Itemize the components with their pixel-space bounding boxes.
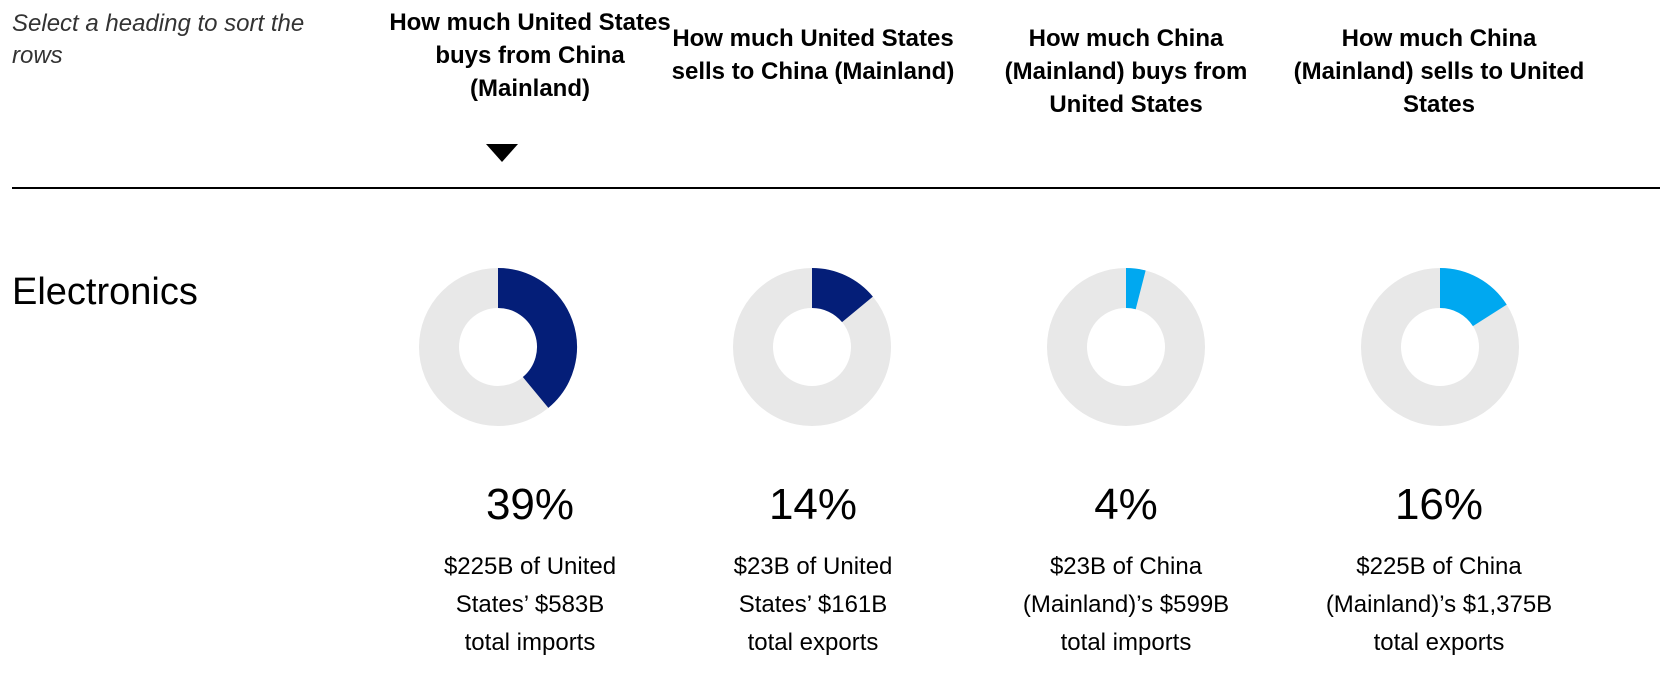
row-label-electronics: Electronics [12,271,198,313]
column-heading-us-sells-to-china[interactable]: How much United States sells to China (M… [671,25,955,85]
description-line: (Mainland)’s $1,375B [1325,591,1553,618]
description-us-sells: $23B of United States’ $161B total expor… [663,548,963,662]
sort-hint: Select a heading to sort the rows [12,10,305,69]
description-line: States’ $161B [738,591,888,618]
description-us-buys: $225B of United States’ $583B total impo… [380,548,680,662]
description-line: $23B of China [1049,553,1203,580]
percent-label-us-buys: 39% [485,480,575,529]
description-line: total imports [464,629,596,656]
description-line: total imports [1060,629,1192,656]
description-line: total exports [747,629,879,656]
description-line: total exports [1373,629,1505,656]
description-line: $23B of United [733,553,893,580]
donut-slice-us-buys [497,268,577,408]
header-divider [12,187,1660,189]
description-china-sells: $225B of China (Mainland)’s $1,375B tota… [1289,548,1589,662]
donut-slice-us-sells [811,268,873,323]
percent-label-us-sells: 14% [768,480,858,529]
column-heading-china-sells-to-us[interactable]: How much China (Mainland) sells to Unite… [1293,25,1585,118]
donut-track-china-buys [1047,268,1205,426]
column-heading-china-buys-from-us[interactable]: How much China (Mainland) buys from Unit… [1004,25,1248,118]
description-line: $225B of China [1356,553,1522,580]
donut-slice-china-sells [1439,268,1507,327]
description-line: $225B of United [443,553,617,580]
column-heading-us-buys-from-china[interactable]: How much United States buys from China (… [389,9,671,102]
percent-label-china-sells: 16% [1394,480,1484,529]
donut-slice-china-buys [1125,267,1146,310]
description-line: (Mainland)’s $599B [1022,591,1230,618]
description-china-buys: $23B of China (Mainland)’s $599B total i… [976,548,1276,662]
percent-label-china-buys: 4% [1094,480,1158,529]
description-line: States’ $583B [455,591,605,618]
sort-down-arrow-icon [486,144,518,162]
